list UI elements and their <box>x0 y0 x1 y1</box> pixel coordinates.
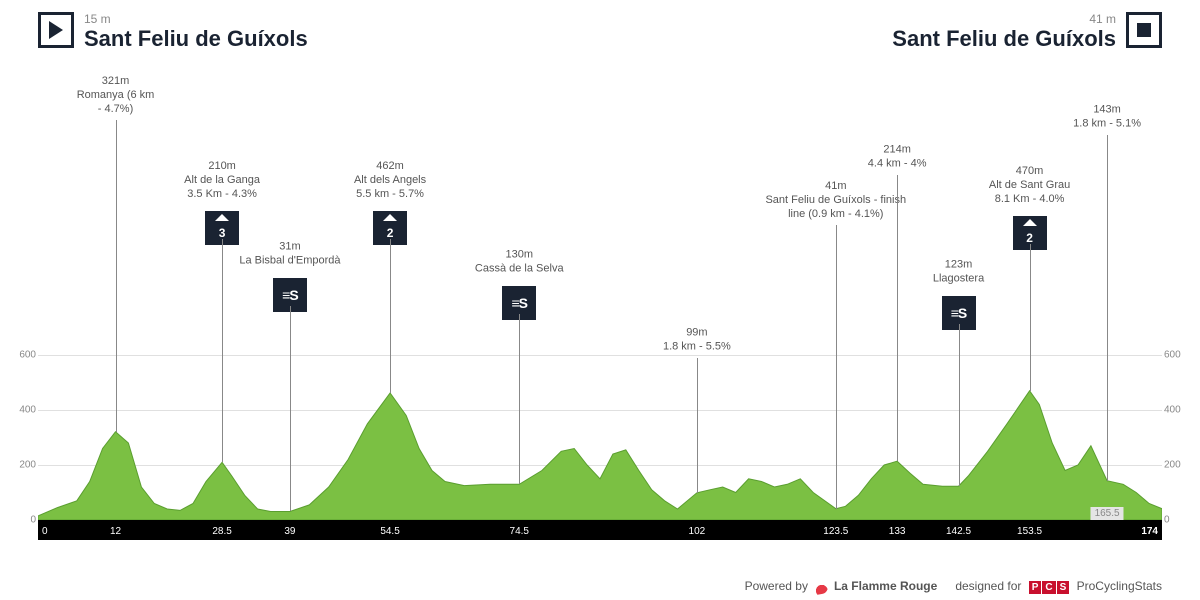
poi-label: 41mSant Feliu de Guíxols - finishline (0… <box>756 180 916 221</box>
y-tick: 200 <box>6 460 36 471</box>
poi-label: 130mCassà de la Selva <box>439 249 599 277</box>
x-axis-band: 0 12 28.5 39 54.5 74.5 102 123.5 133 142.5 153.5 17… <box>38 520 1162 540</box>
finish-name: Sant Feliu de Guíxols <box>892 26 1116 52</box>
poi-label: 214m4.4 km - 4% <box>817 144 977 172</box>
pcs-letter: P <box>1029 581 1042 594</box>
start-name: Sant Feliu de Guíxols <box>84 26 308 52</box>
x-tick: 133 <box>889 526 906 537</box>
elevation-profile-chart: 0200400600 0200400600 321mRomanya (6 km-… <box>38 300 1162 540</box>
kom-badge-icon: 3 <box>205 211 239 245</box>
poi-label: 470mAlt de Sant Grau8.1 Km - 4.0% <box>950 165 1110 206</box>
y-axis-left: 0200400600 <box>6 300 36 520</box>
y-tick: 0 <box>1164 515 1194 526</box>
y-tick: 400 <box>6 405 36 416</box>
stage-header: 15 m Sant Feliu de Guíxols 41 m Sant Fel… <box>0 12 1200 72</box>
y-axis-right: 0200400600 <box>1164 300 1194 520</box>
attribution-footer: Powered by La Flamme Rouge designed for … <box>745 578 1162 594</box>
lfr-name: La Flamme Rouge <box>834 579 937 593</box>
x-tick: 153.5 <box>1017 526 1042 537</box>
kom-badge-icon: 2 <box>373 211 407 245</box>
x-tick: 102 <box>689 526 706 537</box>
poi-label: 31mLa Bisbal d'Empordà <box>210 241 370 269</box>
flame-icon <box>813 577 830 595</box>
x-tick: 39 <box>284 526 295 537</box>
finish-altitude: 41 m <box>892 12 1116 26</box>
x-tick: 123.5 <box>823 526 848 537</box>
designed-for-label: designed for <box>955 579 1021 593</box>
start-flag-icon <box>38 12 74 48</box>
y-tick: 400 <box>1164 405 1194 416</box>
x-tick: 54.5 <box>380 526 399 537</box>
x-tick: 174 <box>1141 526 1158 537</box>
poi-label: 123mLlagostera <box>879 259 1039 287</box>
y-tick: 600 <box>1164 350 1194 361</box>
powered-by-label: Powered by <box>745 579 808 593</box>
pcs-badge: PCS <box>1029 581 1070 594</box>
poi-label: 462mAlt dels Angels5.5 km - 5.7% <box>310 160 470 201</box>
poi-label: 321mRomanya (6 km- 4.7%) <box>36 75 196 116</box>
x-tick: 28.5 <box>212 526 231 537</box>
x-tick: 0 <box>42 526 48 537</box>
start-location: 15 m Sant Feliu de Guíxols <box>38 12 308 52</box>
finish-flag-icon <box>1126 12 1162 48</box>
profile-area <box>38 300 1162 520</box>
y-tick: 600 <box>6 350 36 361</box>
pcs-letter: C <box>1042 581 1055 594</box>
x-tick: 142.5 <box>946 526 971 537</box>
y-tick: 200 <box>1164 460 1194 471</box>
y-tick: 0 <box>6 515 36 526</box>
start-altitude: 15 m <box>84 12 308 26</box>
last-km-marker: 165.5 <box>1091 507 1124 520</box>
pcs-letter: S <box>1057 581 1070 594</box>
kom-badge-icon: 2 <box>1013 216 1047 250</box>
finish-location: 41 m Sant Feliu de Guíxols <box>892 12 1162 52</box>
pcs-name: ProCyclingStats <box>1077 579 1162 593</box>
poi-label: 210mAlt de la Ganga3.5 Km - 4.3% <box>142 160 302 201</box>
x-tick: 74.5 <box>510 526 529 537</box>
x-tick: 12 <box>110 526 121 537</box>
poi-label: 143m1.8 km - 5.1% <box>1027 104 1187 132</box>
